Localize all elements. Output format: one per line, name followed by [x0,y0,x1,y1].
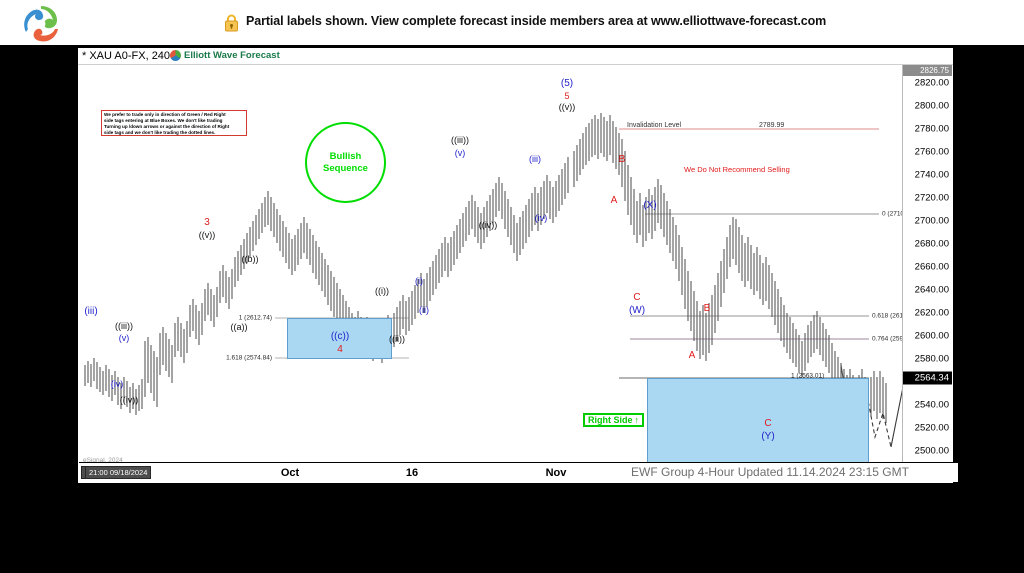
blue-box-wave-4 [287,318,392,359]
ewf-brand-label: Elliott Wave Forecast [184,50,280,61]
y-tick-2540: 2540.00 [914,399,949,411]
right-side-tag: Right Side ↑ [583,413,644,427]
y-tick-2640: 2640.00 [914,284,949,296]
bullish-sequence-line-2: Sequence [323,162,368,174]
fib-label-1: 1 (2563.01) [791,372,825,380]
wave-label-c-bracket: ((c)) [330,331,350,342]
wave-label-c-1: C [633,292,641,303]
wave-label-a-1: A [610,195,618,206]
wave-label-3: 3 [204,217,210,228]
wave-label-v-1: (v) [118,333,130,343]
wave-label-iv-bracket: ((iv)) [119,395,139,405]
wave-label-i: (i) [415,276,423,286]
up-arrow-icon: ↑ [634,415,640,425]
right-side-label: Right Side [588,415,633,425]
no-selling-note: We Do Not Recommend Selling [684,165,790,174]
y-tick-2800: 2800.00 [914,100,949,112]
wave-label-v-bracket-2: ((v)) [558,102,576,112]
wave-label-iii-bracket: ((iii)) [115,321,133,331]
fib-label-0764: 0.764 (2597.70) [872,335,903,343]
fib-label-1-left: 1 (2612.74) [238,314,272,322]
current-price-tag: 2564.34 [903,371,952,385]
ewf-logo-icon [170,50,181,61]
chart-attribution: eSignal, 2024 [83,457,123,464]
wave-label-v-2: (v) [454,148,466,158]
fib-label-1618-left: 1.618 (2574.84) [226,354,272,362]
wave-label-v-bracket: ((v)) [198,230,216,240]
time-axis[interactable]: 21:00 09/18/2024 Oct 16 Nov EWF Group 4-… [79,462,958,482]
y-tick-2760: 2760.00 [914,146,949,158]
wave-label-i-bracket: ((i)) [375,286,389,296]
lock-icon [225,14,238,32]
bullish-sequence-annotation: Bullish Sequence [305,122,386,203]
wave-label-b-bracket: ((b)) [241,254,259,264]
x-tick-nov: Nov [545,467,567,479]
disclaimer-line-2: side tags entering at Blue Boxes. We don… [104,118,223,124]
wave-label-5: 5 [564,91,570,101]
fib-label-0618: 0.618 (2619.16) [872,312,903,320]
chart-window: * XAU A0-FX, 240 Elliott Wave Forecast [75,45,958,486]
wave-label-5-paren: (5) [560,78,574,89]
wave-label-iii-bracket-2: ((iii)) [451,135,469,145]
wave-label-a-bracket: ((a)) [230,322,248,332]
disclaimer-line-4: side tags and we don't like trading the … [104,130,216,136]
wave-label-a-2: A [688,350,696,361]
y-tick-2620: 2620.00 [914,307,949,319]
y-tick-2600: 2600.00 [914,330,949,342]
y-tick-2720: 2720.00 [914,192,949,204]
invalidation-level-value: 2789.99 [759,122,785,129]
wave-label-ii: (ii) [419,305,429,315]
wave-label-4: 4 [337,344,343,355]
chart-titlebar: * XAU A0-FX, 240 Elliott Wave Forecast [78,48,953,65]
y-tick-2580: 2580.00 [914,353,949,365]
disclaimer-line-3: Turning up /down arrows or against the d… [104,124,230,130]
y-tick-2680: 2680.00 [914,238,949,250]
company-logo-icon [24,6,58,42]
wave-label-iii-2: (iii) [529,154,541,164]
y-tick-2820: 2820.00 [914,77,949,89]
time-cursor-stamp: 21:00 09/18/2024 [85,466,152,479]
wave-label-x: (X) [643,200,657,211]
wave-label-ii-bracket: ((ii)) [389,334,405,344]
x-tick-oct: Oct [280,467,300,479]
y-tick-2740: 2740.00 [914,169,949,181]
x-tick-16: 16 [405,467,419,479]
ewf-brand-badge: Elliott Wave Forecast [170,50,280,61]
wave-label-y: (Y) [761,431,775,442]
price-axis-top-tag: 2826.75 [903,65,952,76]
chart-symbol-label: * XAU A0-FX, 240 [82,50,171,62]
ohlc-bars [84,113,887,423]
banner-message: Partial labels shown. View complete fore… [246,14,827,28]
y-tick-2520: 2520.00 [914,422,949,434]
wave-label-w: (W) [628,305,646,316]
bullish-sequence-line-1: Bullish [329,150,362,162]
plot-area[interactable]: We prefer to trade only in direction of … [79,65,903,468]
price-axis[interactable]: 2826.75 2820.00 2800.00 2780.00 2760.00 … [902,65,952,480]
top-banner: Partial labels shown. View complete fore… [0,0,1024,45]
wave-label-iv-2: (iv) [534,213,548,223]
wave-label-c-2: C [764,418,772,429]
chart-footer-note: EWF Group 4-Hour Updated 11.14.2024 23:1… [631,465,909,479]
y-tick-2500: 2500.00 [914,445,949,457]
trading-disclaimer-box: We prefer to trade only in direction of … [101,110,247,136]
wave-label-iii-1: (iii) [84,306,98,317]
blue-box-wave-y [647,378,869,468]
wave-label-b-2: B [703,303,711,314]
wave-label-iv-1: (iv) [110,379,124,389]
disclaimer-line-1: We prefer to trade only in direction of … [104,112,226,117]
wave-label-b-1: B [618,154,626,165]
y-tick-2780: 2780.00 [914,123,949,135]
invalidation-level-label: Invalidation Level [627,122,682,129]
y-tick-2660: 2660.00 [914,261,949,273]
y-tick-2700: 2700.00 [914,215,949,227]
wave-label-iv-bracket-2: ((iv)) [478,220,498,230]
